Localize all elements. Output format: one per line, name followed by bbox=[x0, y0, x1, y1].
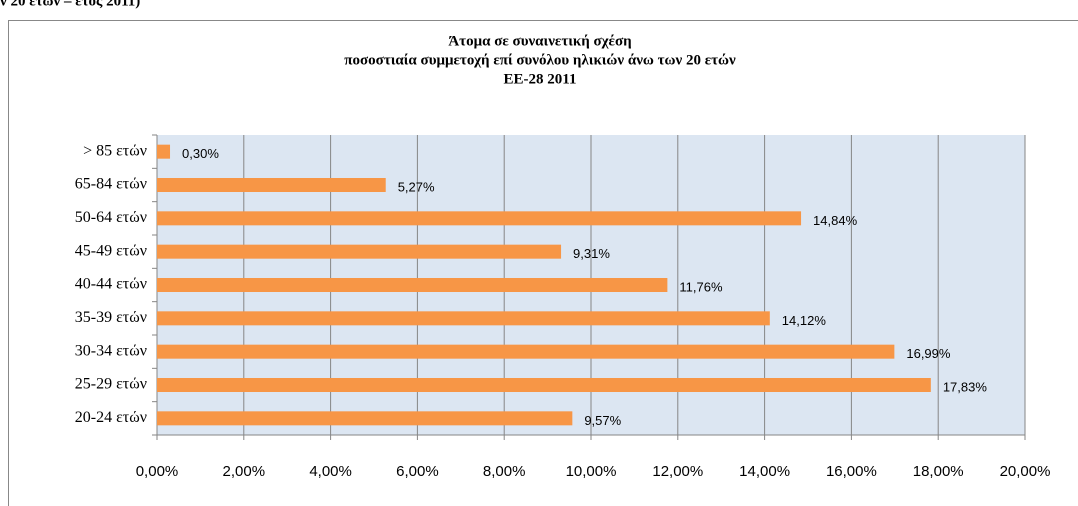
y-tick-label: 35-39 ετών bbox=[75, 309, 147, 326]
chart-title: Άτομα σε συναινετική σχέση bbox=[448, 33, 631, 49]
chart-title: ΕΕ-28 2011 bbox=[504, 71, 577, 87]
caption: ν 20 ετών – έτος 2011) bbox=[0, 0, 140, 9]
data-label: 16,99% bbox=[906, 346, 951, 361]
x-tick-label: 0,00% bbox=[136, 463, 179, 480]
x-tick-label: 18,00% bbox=[913, 463, 964, 480]
x-tick-label: 4,00% bbox=[309, 463, 352, 480]
bar bbox=[157, 178, 386, 192]
x-tick-label: 8,00% bbox=[483, 463, 526, 480]
x-tick-label: 10,00% bbox=[566, 463, 617, 480]
x-tick-label: 2,00% bbox=[223, 463, 266, 480]
y-tick-label: 45-49 ετών bbox=[75, 242, 147, 259]
data-label: 17,83% bbox=[943, 379, 988, 394]
data-label: 0,30% bbox=[182, 146, 219, 161]
x-tick-label: 6,00% bbox=[396, 463, 439, 480]
chart-title: ποσοστιαία συμμετοχή επί συνόλου ηλικιών… bbox=[344, 52, 736, 68]
y-tick-label: 20-24 ετών bbox=[75, 409, 147, 426]
y-tick-label: 50-64 ετών bbox=[75, 209, 147, 226]
data-label: 5,27% bbox=[398, 179, 435, 194]
y-tick-label: > 85 ετών bbox=[83, 142, 147, 159]
bar bbox=[157, 411, 573, 426]
data-label: 11,76% bbox=[679, 279, 723, 294]
y-tick-label: 30-34 ετών bbox=[75, 342, 147, 359]
bar bbox=[157, 344, 895, 359]
data-label: 14,84% bbox=[813, 213, 858, 228]
bar bbox=[157, 211, 802, 226]
data-label: 14,12% bbox=[782, 313, 827, 328]
bar bbox=[157, 144, 171, 159]
x-tick-label: 16,00% bbox=[826, 463, 877, 480]
bar bbox=[157, 244, 562, 259]
data-label: 9,57% bbox=[584, 413, 621, 428]
y-tick-label: 65-84 ετών bbox=[75, 176, 147, 193]
y-tick-label: 25-29 ετών bbox=[75, 376, 147, 393]
bar bbox=[157, 378, 931, 392]
bar bbox=[157, 278, 668, 292]
data-label: 9,31% bbox=[573, 246, 610, 261]
x-tick-label: 12,00% bbox=[652, 463, 703, 480]
x-tick-label: 20,00% bbox=[1000, 463, 1051, 480]
bar bbox=[157, 311, 770, 326]
y-tick-label: 40-44 ετών bbox=[75, 276, 147, 293]
x-tick-label: 14,00% bbox=[739, 463, 790, 480]
